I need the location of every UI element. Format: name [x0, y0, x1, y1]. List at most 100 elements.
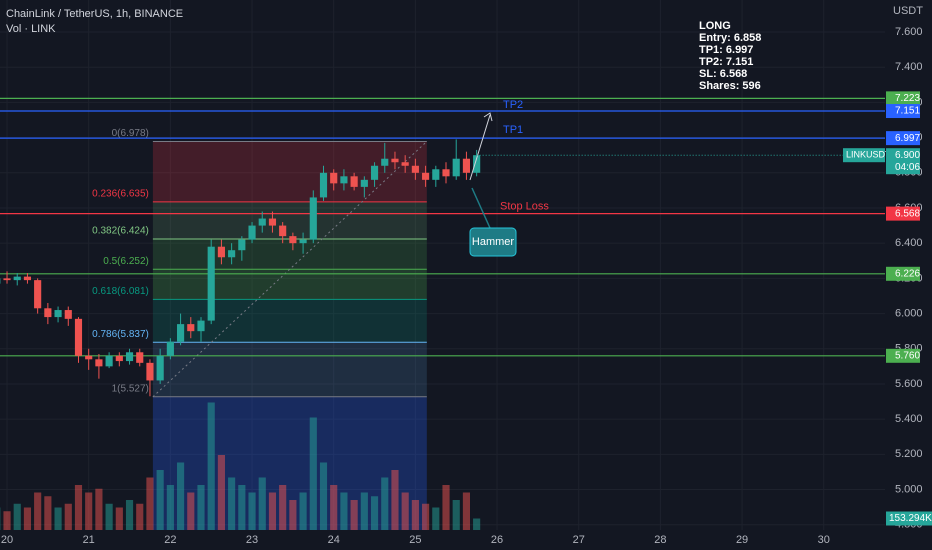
- candle-body: [85, 355, 93, 360]
- volume-bar: [54, 507, 62, 530]
- candle-body: [187, 324, 195, 332]
- chart-subtitle: Vol · LINK: [6, 23, 56, 35]
- position-note: TP1: 6.997: [699, 44, 753, 56]
- volume-bar: [248, 492, 256, 530]
- volume-bar: [105, 503, 113, 530]
- volume-bar: [3, 511, 11, 530]
- candle-body: [156, 355, 164, 381]
- candle-body: [248, 225, 256, 240]
- fib-label: 0.236(6.635): [92, 188, 149, 199]
- x-tick-label: 25: [409, 534, 421, 546]
- y-unit: USDT: [893, 5, 923, 17]
- tp-arrow: [469, 112, 493, 181]
- volume-bar: [340, 492, 348, 530]
- candle-body: [401, 162, 409, 166]
- candle-body: [442, 169, 450, 177]
- volume-tag-label: 153.294K: [889, 513, 932, 524]
- candle-body: [177, 324, 185, 342]
- volume-bar: [13, 503, 21, 530]
- candle-body: [350, 176, 358, 187]
- x-tick-label: 29: [736, 534, 748, 546]
- y-tick-label: 5.000: [895, 483, 923, 495]
- candle-body: [44, 308, 52, 318]
- price-tag-label: 6.900: [895, 150, 920, 161]
- volume-bar: [299, 492, 307, 530]
- candle-body: [74, 318, 83, 356]
- tp2-label: TP2: [503, 99, 523, 111]
- candle-body: [105, 355, 113, 367]
- candle-body: [411, 165, 419, 173]
- volume-bar: [125, 500, 134, 530]
- fib-label: 0.786(5.837): [92, 329, 149, 340]
- level-tag: [886, 91, 920, 106]
- y-tick-label: 7.400: [895, 61, 923, 73]
- price-tag: [886, 148, 920, 175]
- fib-label: 0.5(6.252): [103, 256, 149, 267]
- candle-body: [258, 218, 266, 226]
- volume-bar: [238, 485, 246, 530]
- candle-body: [299, 239, 307, 244]
- volume-bar: [207, 402, 215, 530]
- volume-bar: [258, 477, 266, 530]
- volume-bar: [370, 496, 379, 530]
- volume-bar: [177, 462, 185, 530]
- level-tag: [886, 104, 920, 119]
- y-tick-label: 5.200: [895, 448, 923, 460]
- candle-body: [432, 169, 440, 180]
- hammer-pointer: [471, 187, 491, 229]
- volume-bar: [115, 507, 123, 530]
- candle-body: [13, 276, 21, 281]
- volume-bar: [34, 492, 42, 530]
- level-tag-label: 6.226: [895, 268, 920, 279]
- fib-zone: [152, 238, 427, 270]
- stop-loss-label: Stop Loss: [500, 201, 549, 213]
- x-tick-label: 26: [491, 534, 503, 546]
- volume-bar: [136, 503, 144, 530]
- volume-bar: [44, 496, 52, 530]
- candle-body: [197, 320, 205, 332]
- level-tag-label: 6.997: [895, 133, 920, 144]
- volume-bar: [391, 470, 399, 530]
- volume-bar: [330, 485, 338, 530]
- volume-bar: [74, 485, 83, 530]
- volume-bar: [473, 518, 481, 530]
- hammer-box: [469, 227, 517, 257]
- volume-bar: [452, 500, 460, 530]
- volume-tag: [886, 511, 932, 526]
- candle-body: [462, 158, 471, 173]
- candle-body: [452, 158, 460, 177]
- candle-body: [473, 155, 481, 173]
- candle-body: [166, 341, 174, 356]
- candle-body: [54, 310, 62, 318]
- volume-bar: [442, 485, 450, 530]
- candle-body: [330, 172, 338, 184]
- candle-body: [391, 158, 399, 163]
- y-tick-label: 5.600: [895, 378, 923, 390]
- candle-body: [268, 218, 277, 226]
- fib-zone: [152, 299, 427, 343]
- candle-body: [23, 276, 32, 281]
- candle-body: [136, 352, 144, 363]
- x-tick-label: 22: [164, 534, 176, 546]
- volume-bar: [289, 500, 297, 530]
- volume-bar: [228, 477, 236, 530]
- level-tag: [886, 131, 920, 146]
- candle-body: [238, 239, 246, 251]
- candle-body: [279, 225, 287, 237]
- volume-bar: [268, 492, 277, 530]
- fib-zone: [152, 201, 427, 239]
- volume-bar: [432, 507, 440, 530]
- volume-bar: [309, 417, 317, 530]
- position-note: Shares: 596: [699, 80, 761, 92]
- candle-body: [125, 352, 134, 362]
- volume-bar: [411, 500, 419, 530]
- volume-bar: [279, 485, 287, 530]
- level-tag: [886, 206, 920, 221]
- x-tick-label: 21: [83, 534, 95, 546]
- chart-title: ChainLink / TetherUS, 1h, BINANCE: [6, 8, 183, 20]
- x-tick-label: 23: [246, 534, 258, 546]
- candle-body: [340, 176, 348, 184]
- fib-label: 0(6.978): [112, 128, 149, 139]
